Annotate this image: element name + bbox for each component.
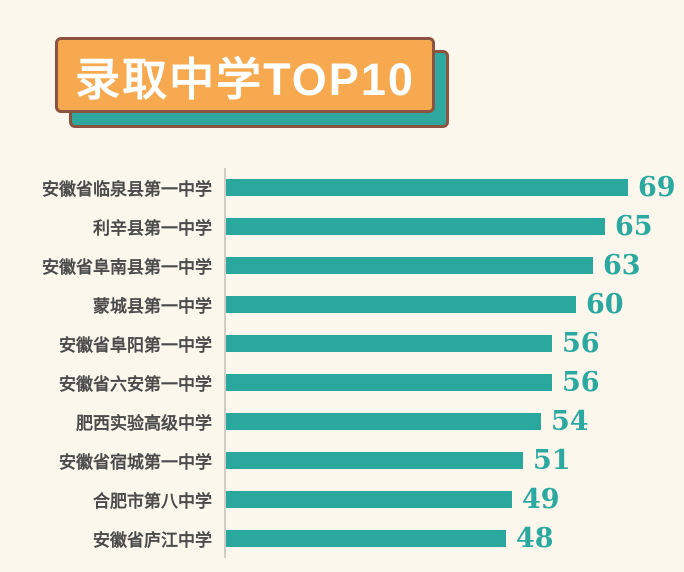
- page-title: 录取中学TOP10: [75, 53, 415, 105]
- chart-row: 安徽省庐江中学 48: [0, 519, 684, 558]
- chart-row: 安徽省宿城第一中学 51: [0, 441, 684, 480]
- category-label: 安徽省六安第一中学: [59, 375, 212, 394]
- value-label: 48: [516, 523, 554, 554]
- bar: [226, 530, 506, 547]
- y-axis-line: [224, 168, 226, 558]
- bar: [226, 179, 628, 196]
- value-label: 63: [603, 250, 641, 281]
- chart-row: 肥西实验高级中学 54: [0, 402, 684, 441]
- chart-row: 合肥市第八中学 49: [0, 480, 684, 519]
- bar: [226, 374, 552, 391]
- bar: [226, 491, 512, 508]
- bar: [226, 452, 523, 469]
- value-label: 56: [562, 328, 600, 359]
- value-label: 65: [615, 211, 653, 242]
- category-label: 安徽省阜阳第一中学: [59, 336, 212, 355]
- bar: [226, 413, 541, 430]
- chart-row: 安徽省六安第一中学 56: [0, 363, 684, 402]
- chart-row: 安徽省临泉县第一中学 69: [0, 168, 684, 207]
- category-label: 合肥市第八中学: [93, 492, 212, 511]
- title-banner-card: 录取中学TOP10: [55, 37, 435, 113]
- category-label: 安徽省阜南县第一中学: [42, 258, 212, 277]
- value-label: 51: [533, 445, 571, 476]
- value-label: 49: [522, 484, 560, 515]
- chart-row: 安徽省阜阳第一中学 56: [0, 324, 684, 363]
- bar: [226, 257, 593, 274]
- bar: [226, 218, 605, 235]
- value-label: 69: [638, 172, 676, 203]
- chart-row: 利辛县第一中学 65: [0, 207, 684, 246]
- chart-row: 蒙城县第一中学 60: [0, 285, 684, 324]
- bar: [226, 335, 552, 352]
- category-label: 安徽省庐江中学: [93, 531, 212, 550]
- category-label: 安徽省临泉县第一中学: [42, 180, 212, 199]
- value-label: 54: [551, 406, 589, 437]
- value-label: 60: [586, 289, 624, 320]
- category-label: 安徽省宿城第一中学: [59, 453, 212, 472]
- category-label: 肥西实验高级中学: [76, 414, 212, 433]
- value-label: 56: [562, 367, 600, 398]
- bar-chart: 安徽省临泉县第一中学 69 利辛县第一中学 65 安徽省阜南县第一中学 63 蒙城县第一中学…: [0, 168, 684, 560]
- category-label: 利辛县第一中学: [93, 219, 212, 238]
- chart-row: 安徽省阜南县第一中学 63: [0, 246, 684, 285]
- title-banner: 录取中学TOP10: [55, 37, 449, 128]
- bar: [226, 296, 576, 313]
- category-label: 蒙城县第一中学: [93, 297, 212, 316]
